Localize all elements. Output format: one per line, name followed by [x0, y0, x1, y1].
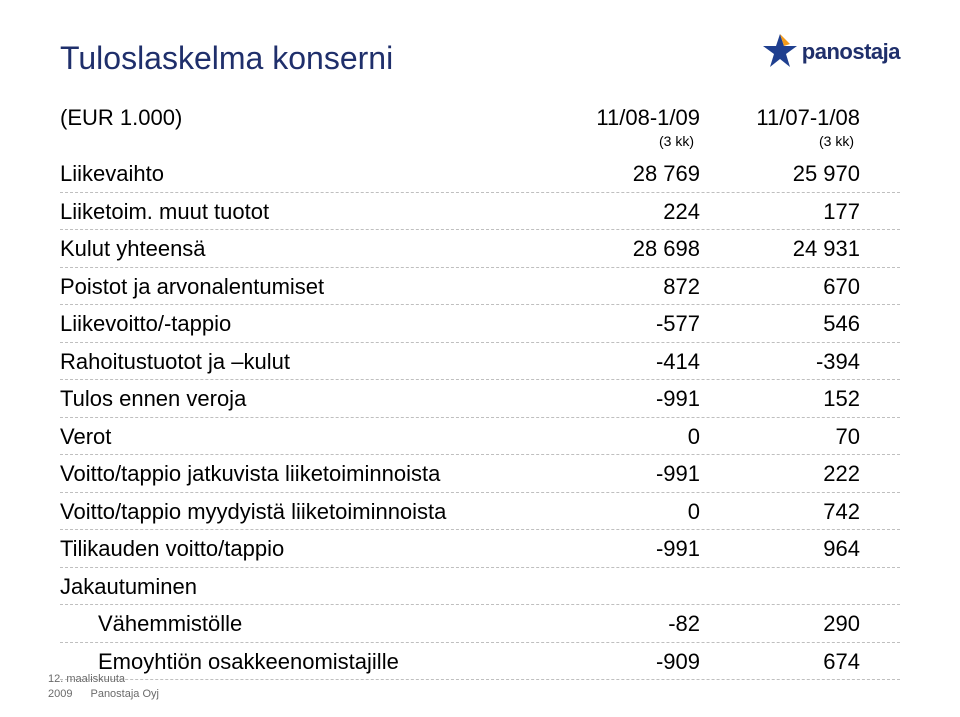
- footer-date-line2: 2009: [48, 687, 72, 701]
- footer-company: Panostaja Oyj: [90, 687, 158, 701]
- row-value-2: 546: [700, 310, 860, 338]
- logo: panostaja: [760, 32, 900, 72]
- table-row: Liiketoim. muut tuotot224177: [60, 193, 900, 231]
- row-value-2: 24 931: [700, 235, 860, 263]
- row-label: Voitto/tappio jatkuvista liiketoiminnois…: [60, 460, 540, 488]
- row-value-1: -991: [540, 385, 700, 413]
- row-value-1: 872: [540, 273, 700, 301]
- table-row: Rahoitustuotot ja –kulut-414-394: [60, 343, 900, 381]
- period-2: 11/07-1/08: [700, 105, 860, 131]
- row-label: Liiketoim. muut tuotot: [60, 198, 540, 226]
- table-row: Vähemmistölle-82290: [60, 605, 900, 643]
- footer-date-line1: 12. maaliskuuta: [48, 672, 159, 686]
- table-row: Kulut yhteensä28 69824 931: [60, 230, 900, 268]
- row-value-2: 25 970: [700, 160, 860, 188]
- row-label: Liikevaihto: [60, 160, 540, 188]
- slide-page: panostaja Tuloslaskelma konserni (EUR 1.…: [0, 0, 960, 717]
- row-value-1: 0: [540, 423, 700, 451]
- row-value-1: 28 698: [540, 235, 700, 263]
- table-row: Poistot ja arvonalentumiset872670: [60, 268, 900, 306]
- row-value-1: -991: [540, 460, 700, 488]
- table-row: Emoyhtiön osakkeenomistajille-909674: [60, 643, 900, 681]
- table-row: Tulos ennen veroja-991152: [60, 380, 900, 418]
- row-label: Voitto/tappio myydyistä liiketoiminnoist…: [60, 498, 540, 526]
- row-value-2: [700, 573, 860, 601]
- row-value-2: 670: [700, 273, 860, 301]
- table-row: Voitto/tappio jatkuvista liiketoiminnois…: [60, 455, 900, 493]
- row-value-2: -394: [700, 348, 860, 376]
- row-label: Liikevoitto/-tappio: [60, 310, 540, 338]
- logo-text: panostaja: [802, 39, 900, 65]
- table-row: Verot070: [60, 418, 900, 456]
- row-value-2: 152: [700, 385, 860, 413]
- row-label: Vähemmistölle: [60, 610, 540, 638]
- row-value-1: 224: [540, 198, 700, 226]
- star-icon: [760, 32, 800, 72]
- row-label: Tilikauden voitto/tappio: [60, 535, 540, 563]
- row-value-2: 290: [700, 610, 860, 638]
- table-row: Jakautuminen: [60, 568, 900, 606]
- row-value-1: -414: [540, 348, 700, 376]
- row-label: Rahoitustuotot ja –kulut: [60, 348, 540, 376]
- row-label: Verot: [60, 423, 540, 451]
- row-value-1: -82: [540, 610, 700, 638]
- unit-1: (3 kk): [540, 133, 700, 149]
- row-value-2: 964: [700, 535, 860, 563]
- row-value-2: 742: [700, 498, 860, 526]
- table-header-units: (3 kk) (3 kk): [60, 133, 900, 149]
- table-row: Liikevaihto28 76925 970: [60, 155, 900, 193]
- table-row: Tilikauden voitto/tappio-991964: [60, 530, 900, 568]
- table-row: Voitto/tappio myydyistä liiketoiminnoist…: [60, 493, 900, 531]
- data-table: Liikevaihto28 76925 970Liiketoim. muut t…: [60, 155, 900, 680]
- row-label: Emoyhtiön osakkeenomistajille: [60, 648, 540, 676]
- unit-2: (3 kk): [700, 133, 860, 149]
- row-value-2: 70: [700, 423, 860, 451]
- row-value-1: [540, 573, 700, 601]
- table-header-periods: (EUR 1.000) 11/08-1/09 11/07-1/08: [60, 105, 900, 131]
- row-label: Poistot ja arvonalentumiset: [60, 273, 540, 301]
- eur-label: (EUR 1.000): [60, 105, 540, 131]
- row-value-1: -909: [540, 648, 700, 676]
- row-value-1: -991: [540, 535, 700, 563]
- table-row: Liikevoitto/-tappio-577546: [60, 305, 900, 343]
- row-value-1: 28 769: [540, 160, 700, 188]
- footer: 12. maaliskuuta 2009 Panostaja Oyj: [48, 672, 159, 701]
- period-1: 11/08-1/09: [540, 105, 700, 131]
- row-label: Tulos ennen veroja: [60, 385, 540, 413]
- row-label: Kulut yhteensä: [60, 235, 540, 263]
- row-value-1: -577: [540, 310, 700, 338]
- row-label: Jakautuminen: [60, 573, 540, 601]
- row-value-2: 674: [700, 648, 860, 676]
- row-value-2: 177: [700, 198, 860, 226]
- row-value-2: 222: [700, 460, 860, 488]
- row-value-1: 0: [540, 498, 700, 526]
